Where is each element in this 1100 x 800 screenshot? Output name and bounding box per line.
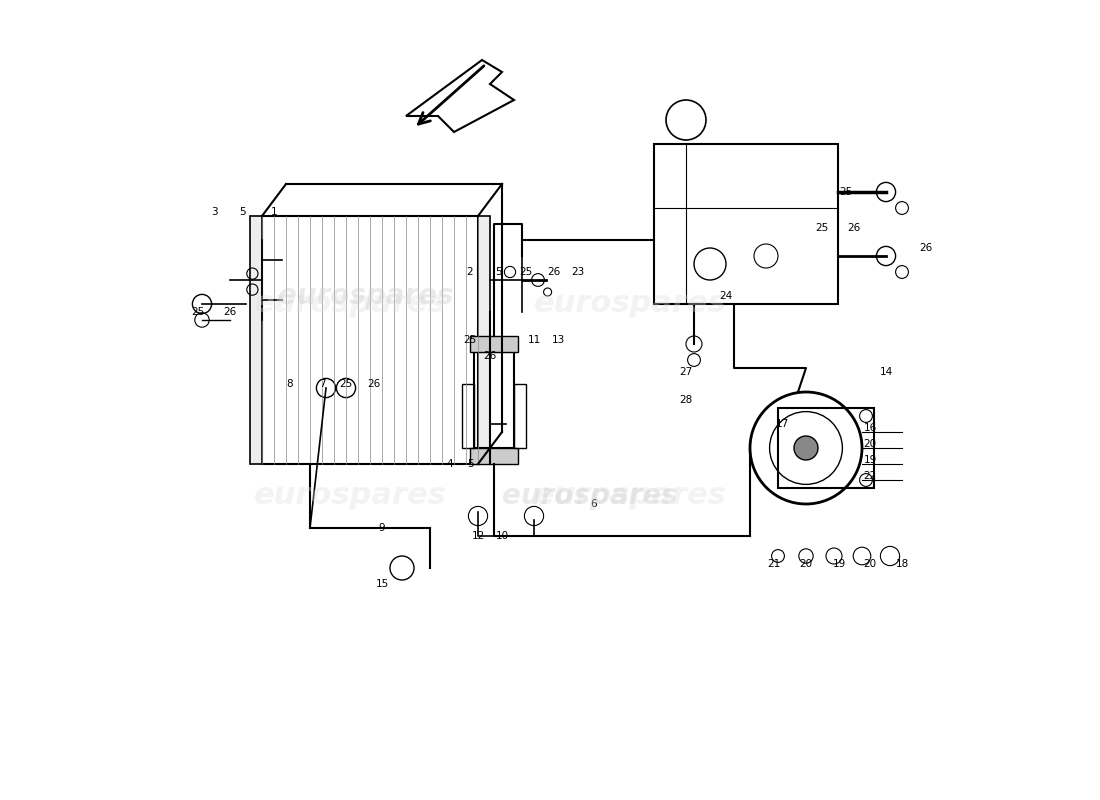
Text: 28: 28 xyxy=(680,395,693,405)
Bar xyxy=(478,216,490,464)
Text: 10: 10 xyxy=(495,531,508,541)
Text: 14: 14 xyxy=(879,367,892,377)
Text: 9: 9 xyxy=(378,523,385,533)
Text: 5: 5 xyxy=(466,459,473,469)
Bar xyxy=(462,384,474,448)
Text: 4: 4 xyxy=(447,459,453,469)
Bar xyxy=(514,384,526,448)
Text: 12: 12 xyxy=(472,531,485,541)
Text: 27: 27 xyxy=(680,367,693,377)
Text: 16: 16 xyxy=(864,423,877,433)
Text: 25: 25 xyxy=(839,187,853,197)
Text: eurospares: eurospares xyxy=(503,482,678,510)
Text: 5: 5 xyxy=(239,207,245,217)
Text: 13: 13 xyxy=(551,335,564,345)
Circle shape xyxy=(750,392,862,504)
Text: eurospares: eurospares xyxy=(534,290,726,318)
Text: 20: 20 xyxy=(864,559,877,569)
Text: 5: 5 xyxy=(495,267,502,277)
Text: 26: 26 xyxy=(223,307,236,317)
Text: eurospares: eurospares xyxy=(278,282,453,310)
Text: 26: 26 xyxy=(367,379,381,389)
Text: 17: 17 xyxy=(776,419,789,429)
Text: 18: 18 xyxy=(895,559,909,569)
Text: eurospares: eurospares xyxy=(254,290,447,318)
Text: 25: 25 xyxy=(463,335,476,345)
Text: 22: 22 xyxy=(864,471,877,481)
Text: 25: 25 xyxy=(191,307,205,317)
Text: eurospares: eurospares xyxy=(534,482,726,510)
Bar xyxy=(262,216,478,464)
Text: 2: 2 xyxy=(466,267,473,277)
Bar xyxy=(654,144,838,304)
Text: 3: 3 xyxy=(211,207,218,217)
Bar xyxy=(250,216,262,464)
Text: 6: 6 xyxy=(591,499,597,509)
Text: eurospares: eurospares xyxy=(254,482,447,510)
Text: 25: 25 xyxy=(815,223,828,233)
Text: 26: 26 xyxy=(548,267,561,277)
Text: 19: 19 xyxy=(833,559,846,569)
Text: 24: 24 xyxy=(719,291,733,301)
Text: 26: 26 xyxy=(483,351,496,361)
Bar xyxy=(470,336,518,352)
Text: 19: 19 xyxy=(864,455,877,465)
Text: 11: 11 xyxy=(527,335,540,345)
Polygon shape xyxy=(406,60,514,132)
Circle shape xyxy=(794,436,818,460)
Text: 1: 1 xyxy=(271,207,277,217)
Text: 26: 26 xyxy=(920,243,933,253)
Bar xyxy=(778,408,874,488)
Text: 7: 7 xyxy=(319,379,326,389)
Bar xyxy=(474,352,514,448)
Text: 15: 15 xyxy=(375,579,388,589)
Text: 25: 25 xyxy=(519,267,532,277)
Text: 26: 26 xyxy=(847,223,860,233)
Text: 20: 20 xyxy=(800,559,813,569)
Bar xyxy=(470,448,518,464)
Text: 25: 25 xyxy=(340,379,353,389)
Circle shape xyxy=(770,411,843,484)
Text: 23: 23 xyxy=(571,267,584,277)
Text: 21: 21 xyxy=(768,559,781,569)
Text: 20: 20 xyxy=(864,439,877,449)
Text: 8: 8 xyxy=(287,379,294,389)
